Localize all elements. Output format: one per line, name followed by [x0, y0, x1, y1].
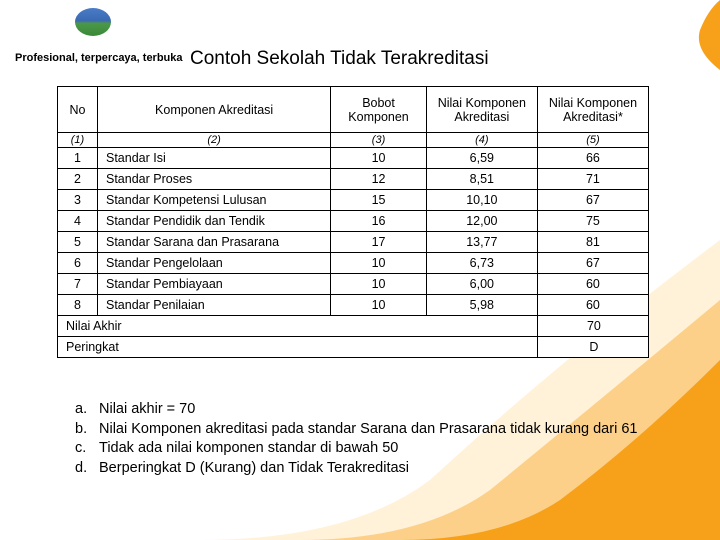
cell-bobot: 15	[331, 190, 427, 211]
table-row: 5Standar Sarana dan Prasarana1713,7781	[58, 232, 649, 253]
cell-nilai1: 12,00	[426, 211, 537, 232]
summary-row: PeringkatD	[58, 337, 649, 358]
summary-label: Nilai Akhir	[58, 316, 538, 337]
cell-komponen: Standar Pembiayaan	[97, 274, 330, 295]
th-komponen: Komponen Akreditasi	[97, 87, 330, 133]
cell-bobot: 16	[331, 211, 427, 232]
note-item: a.Nilai akhir = 70	[75, 400, 655, 420]
cell-no: 4	[58, 211, 98, 232]
cell-nilai1: 6,59	[426, 148, 537, 169]
summary-value: 70	[537, 316, 648, 337]
cell-nilai1: 6,00	[426, 274, 537, 295]
th-no: No	[58, 87, 98, 133]
table-index-row: (1) (2) (3) (4) (5)	[58, 133, 649, 148]
table-row: 6Standar Pengelolaan106,7367	[58, 253, 649, 274]
cell-komponen: Standar Proses	[97, 169, 330, 190]
note-text: Nilai Komponen akreditasi pada standar S…	[99, 420, 637, 440]
cell-komponen: Standar Isi	[97, 148, 330, 169]
note-text: Tidak ada nilai komponen standar di bawa…	[99, 439, 398, 459]
th-nilai1: Nilai Komponen Akreditasi	[426, 87, 537, 133]
cell-komponen: Standar Pengelolaan	[97, 253, 330, 274]
tagline: Profesional, terpercaya, terbuka	[15, 52, 183, 64]
table-row: 3Standar Kompetensi Lulusan1510,1067	[58, 190, 649, 211]
cell-nilai1: 8,51	[426, 169, 537, 190]
cell-nilai2: 60	[537, 295, 648, 316]
accreditation-table: No Komponen Akreditasi Bobot Komponen Ni…	[57, 86, 649, 358]
table-row: 8Standar Penilaian105,9860	[58, 295, 649, 316]
cell-no: 5	[58, 232, 98, 253]
cell-no: 8	[58, 295, 98, 316]
cell-bobot: 10	[331, 295, 427, 316]
summary-label: Peringkat	[58, 337, 538, 358]
summary-row: Nilai Akhir70	[58, 316, 649, 337]
table-row: 4Standar Pendidik dan Tendik1612,0075	[58, 211, 649, 232]
cell-nilai2: 66	[537, 148, 648, 169]
cell-nilai1: 10,10	[426, 190, 537, 211]
cell-komponen: Standar Penilaian	[97, 295, 330, 316]
cell-nilai2: 71	[537, 169, 648, 190]
note-item: c.Tidak ada nilai komponen standar di ba…	[75, 439, 655, 459]
notes-list: a.Nilai akhir = 70b.Nilai Komponen akred…	[75, 400, 655, 478]
cell-komponen: Standar Kompetensi Lulusan	[97, 190, 330, 211]
note-item: d.Berperingkat D (Kurang) dan Tidak Tera…	[75, 459, 655, 479]
cell-no: 2	[58, 169, 98, 190]
cell-nilai2: 81	[537, 232, 648, 253]
cell-nilai1: 5,98	[426, 295, 537, 316]
page-title: Contoh Sekolah Tidak Terakreditasi	[190, 48, 489, 70]
table-row: 1Standar Isi106,5966	[58, 148, 649, 169]
cell-nilai2: 60	[537, 274, 648, 295]
table-row: 7Standar Pembiayaan106,0060	[58, 274, 649, 295]
cell-bobot: 17	[331, 232, 427, 253]
note-label: d.	[75, 459, 99, 479]
cell-bobot: 10	[331, 148, 427, 169]
cell-bobot: 10	[331, 274, 427, 295]
cell-nilai1: 13,77	[426, 232, 537, 253]
cell-komponen: Standar Pendidik dan Tendik	[97, 211, 330, 232]
cell-nilai1: 6,73	[426, 253, 537, 274]
cell-nilai2: 67	[537, 253, 648, 274]
note-label: b.	[75, 420, 99, 440]
cell-komponen: Standar Sarana dan Prasarana	[97, 232, 330, 253]
summary-value: D	[537, 337, 648, 358]
note-label: a.	[75, 400, 99, 420]
note-text: Nilai akhir = 70	[99, 400, 195, 420]
table-header-row: No Komponen Akreditasi Bobot Komponen Ni…	[58, 87, 649, 133]
cell-nilai2: 67	[537, 190, 648, 211]
cell-no: 6	[58, 253, 98, 274]
note-item: b.Nilai Komponen akreditasi pada standar…	[75, 420, 655, 440]
th-bobot: Bobot Komponen	[331, 87, 427, 133]
note-text: Berperingkat D (Kurang) dan Tidak Terakr…	[99, 459, 409, 479]
note-label: c.	[75, 439, 99, 459]
cell-no: 7	[58, 274, 98, 295]
table-row: 2Standar Proses128,5171	[58, 169, 649, 190]
cell-nilai2: 75	[537, 211, 648, 232]
logo	[75, 8, 111, 36]
cell-bobot: 10	[331, 253, 427, 274]
cell-bobot: 12	[331, 169, 427, 190]
cell-no: 1	[58, 148, 98, 169]
cell-no: 3	[58, 190, 98, 211]
th-nilai2: Nilai Komponen Akreditasi*	[537, 87, 648, 133]
